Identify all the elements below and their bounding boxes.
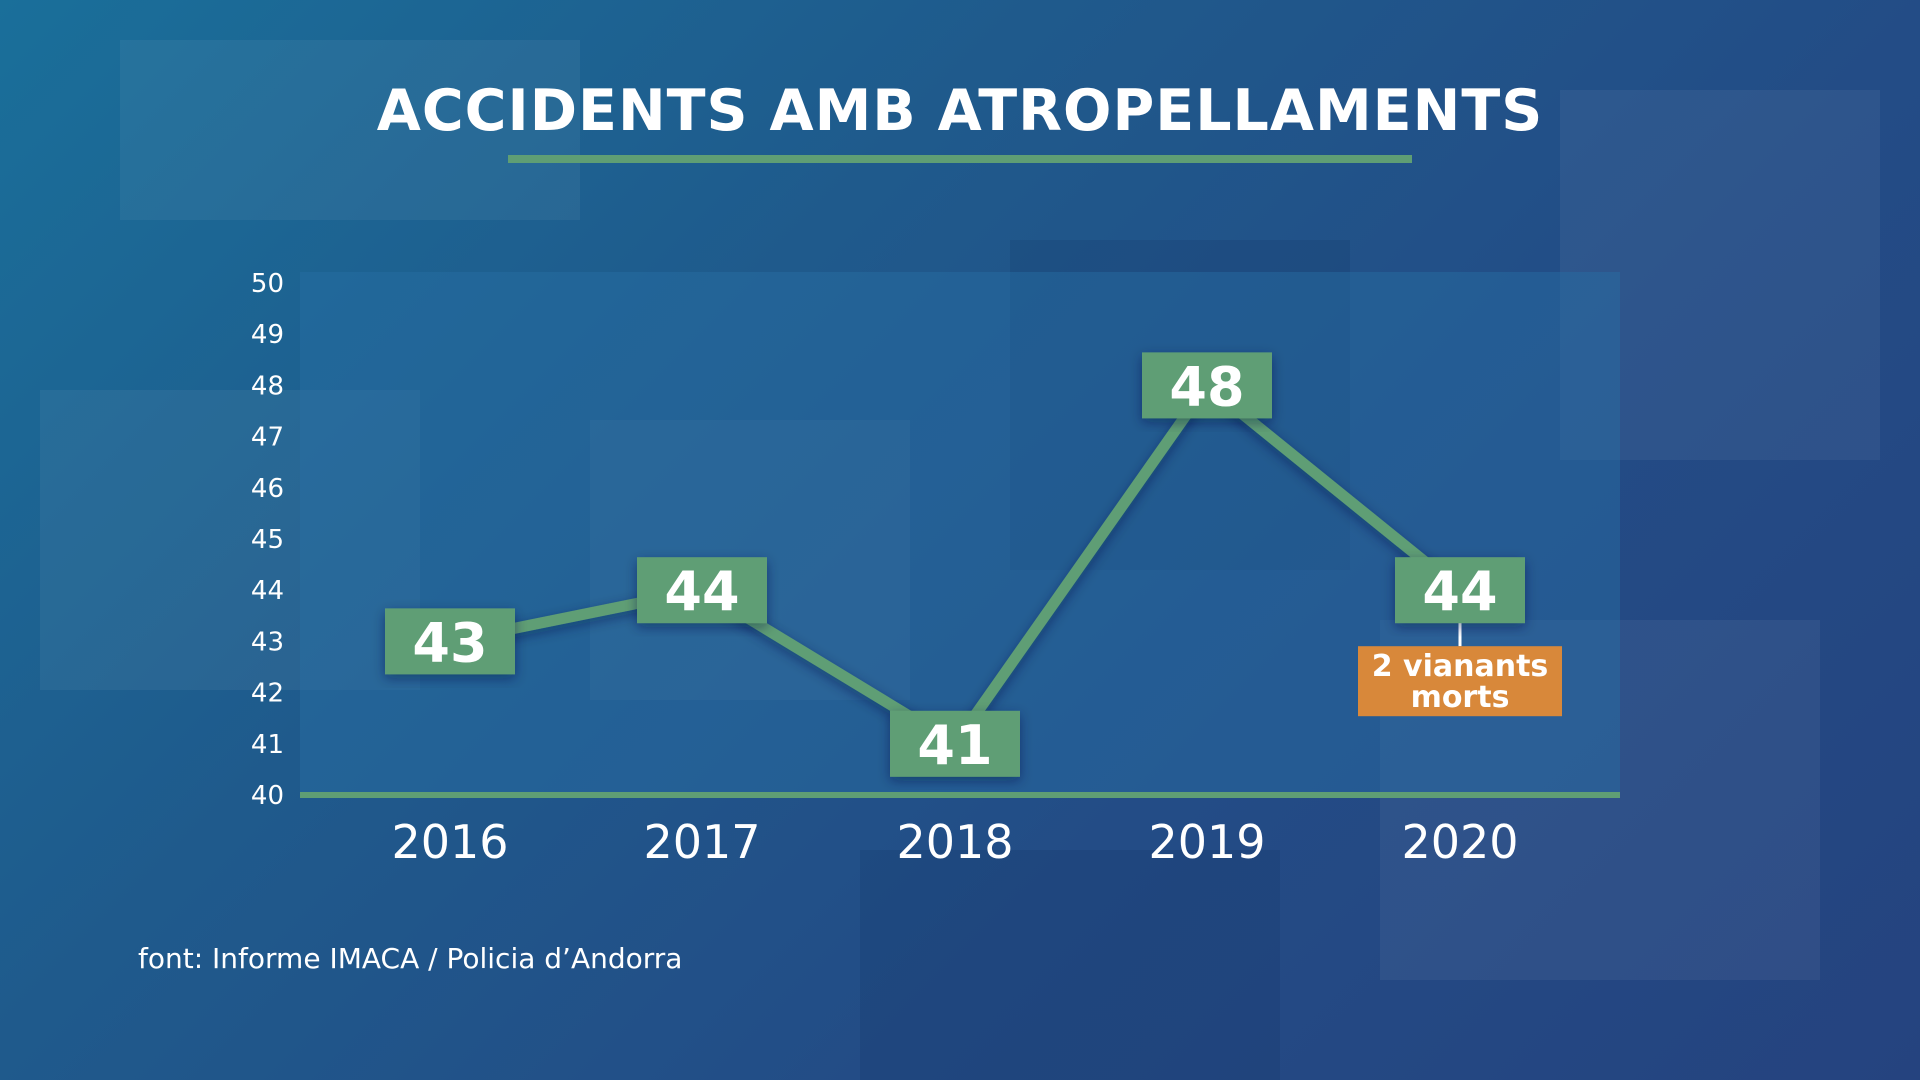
data-point-box — [637, 557, 767, 624]
background-tile — [40, 390, 420, 690]
y-tick-label: 46 — [251, 474, 284, 504]
y-tick-label: 45 — [251, 525, 284, 555]
y-tick-label: 49 — [251, 320, 284, 350]
y-tick-label: 47 — [251, 423, 284, 453]
annotation-box — [1358, 646, 1562, 717]
x-tick-label: 2019 — [1148, 815, 1265, 869]
background-tile — [120, 40, 580, 220]
series-line — [444, 379, 1466, 750]
title-underline — [508, 155, 1412, 163]
y-tick-label: 42 — [251, 679, 284, 709]
data-label: 48 — [1169, 355, 1244, 418]
data-point-box — [1142, 352, 1272, 419]
y-tick-label: 43 — [251, 627, 284, 657]
y-tick-label: 44 — [251, 576, 284, 606]
data-label: 43 — [412, 611, 487, 674]
y-axis: 40 41 42 43 44 45 46 47 48 49 50 — [251, 269, 284, 811]
y-tick-label: 40 — [251, 781, 284, 811]
y-tick-label: 41 — [251, 730, 284, 760]
x-axis: 2016 2017 2018 2019 2020 — [391, 815, 1518, 869]
y-tick-label: 48 — [251, 371, 284, 401]
data-point-box — [890, 710, 1020, 777]
x-tick-label: 2020 — [1401, 815, 1518, 869]
background-tile — [860, 850, 1280, 1080]
data-points: 43 44 41 48 44 — [385, 352, 1525, 777]
annotation-label: 2 vianants — [1372, 649, 1549, 684]
x-tick-label: 2018 — [896, 815, 1013, 869]
data-point-box — [1395, 557, 1525, 624]
x-tick-label: 2017 — [643, 815, 760, 869]
data-label: 44 — [1422, 560, 1497, 623]
x-tick-label: 2016 — [391, 815, 508, 869]
source-note: font: Informe IMACA / Policia d’Andorra — [138, 942, 683, 975]
data-label: 44 — [664, 560, 739, 623]
data-label: 41 — [917, 714, 992, 777]
background-tile — [1560, 90, 1880, 460]
data-point-box — [385, 608, 515, 675]
annotation-label: morts — [1411, 680, 1510, 715]
y-tick-label: 50 — [251, 269, 284, 299]
chart-title: ACCIDENTS AMB ATROPELLAMENTS — [376, 78, 1544, 144]
